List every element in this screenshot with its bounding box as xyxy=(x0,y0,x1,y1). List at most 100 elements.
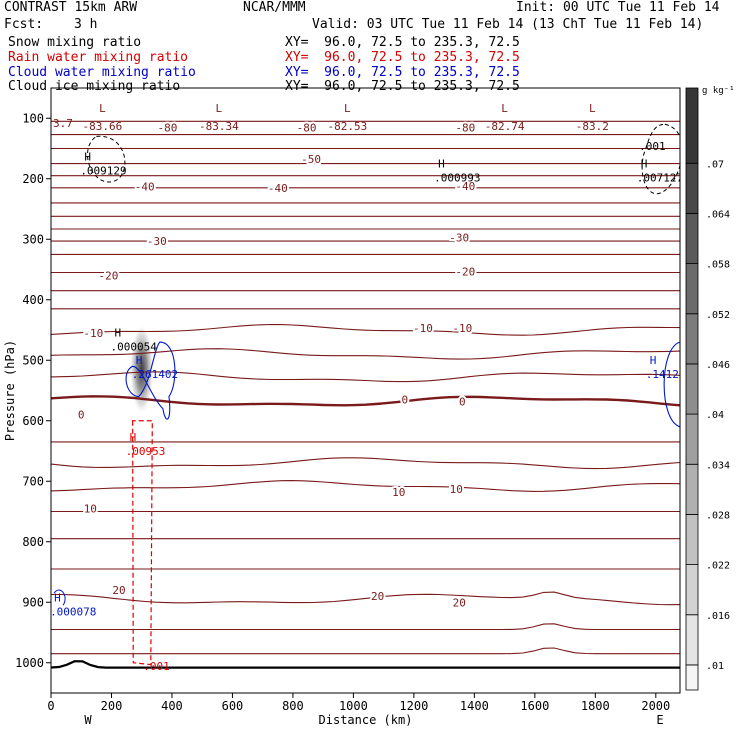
y-tick-label: 500 xyxy=(22,353,44,367)
isotherm-label: -80 xyxy=(157,121,177,134)
isotherm-label: -10 xyxy=(452,322,472,335)
isotherm-label: -40 xyxy=(135,181,155,194)
colorbar-segment xyxy=(685,413,699,465)
colorbar-tick-label: .016 xyxy=(706,611,730,622)
low-marker-value: -83.2 xyxy=(576,120,609,133)
field-snow-xy: XY= 96.0, 72.5 to 235.3, 72.5 xyxy=(285,35,520,50)
isotherm-label: 20 xyxy=(112,584,125,597)
cloud-water-contour xyxy=(125,341,176,420)
isotherm-zero-line xyxy=(51,395,680,407)
x-tick-label: 1000 xyxy=(339,699,368,713)
isotherm-line xyxy=(51,457,680,470)
isotherm-line xyxy=(51,647,680,655)
cloud-ice-contour xyxy=(641,123,680,195)
high-marker-symbol: H xyxy=(136,354,143,367)
high-marker-symbol: H xyxy=(130,431,137,444)
field-cloud-name: Cloud water mixing ratio xyxy=(8,65,196,80)
colorbar-tick-label: .064 xyxy=(706,209,730,220)
y-axis-label: Pressure (hPa) xyxy=(3,340,17,441)
isotherm-label: -30 xyxy=(147,235,167,248)
x-tick-label: 2000 xyxy=(641,699,670,713)
colorbar-tick-label: .01 xyxy=(706,661,724,672)
isotherm-label: 0 xyxy=(78,409,85,422)
low-marker-symbol: L xyxy=(501,102,508,115)
colorbar-tick-label: .046 xyxy=(706,360,730,371)
plot-frame xyxy=(50,87,681,694)
colorbar-tick-label: .028 xyxy=(706,510,730,521)
field-snow-name: Snow mixing ratio xyxy=(8,35,142,50)
isotherm-label: -80 xyxy=(455,121,475,134)
field-rain-name: Rain water mixing ratio xyxy=(8,50,189,65)
low-marker-value: -83.66 xyxy=(83,120,123,133)
x-tick-label: 200 xyxy=(101,699,123,713)
x-tick-label: 600 xyxy=(222,699,244,713)
valid-time: Valid: 03 UTC Tue 11 Feb 14 (13 ChT Tue … xyxy=(312,17,704,32)
edge-value-label: 3.7 xyxy=(53,117,73,130)
isotherm-label: 0 xyxy=(402,394,409,407)
y-tick-label: 700 xyxy=(22,474,44,488)
isotherm-label: -40 xyxy=(268,182,288,195)
high-marker-value: .00953 xyxy=(126,445,166,458)
forecast-hour: 3 h xyxy=(74,17,98,32)
cloud-water-contour xyxy=(663,341,680,428)
isotherm-label: 10 xyxy=(84,502,97,515)
isotherm-label: -10 xyxy=(83,327,103,340)
colorbar-segment xyxy=(685,313,699,365)
contour-value-label: .001 xyxy=(143,660,170,673)
y-tick-label: 800 xyxy=(22,535,44,549)
isotherm-label: -20 xyxy=(99,270,119,283)
isotherm-label: -20 xyxy=(455,265,475,278)
isotherm-label: -30 xyxy=(449,231,469,244)
high-marker-symbol: H xyxy=(641,158,648,171)
isotherm-line xyxy=(51,591,680,606)
colorbar-segment xyxy=(685,463,699,515)
high-marker-symbol: H xyxy=(84,150,91,163)
rain-mixing-ratio-contour xyxy=(132,420,153,666)
y-tick-label: 200 xyxy=(22,172,44,186)
colorbar-segment xyxy=(685,162,699,214)
x-tick-label: 1200 xyxy=(399,699,428,713)
colorbar-tick-label: .052 xyxy=(706,310,730,321)
isotherm-label: -80 xyxy=(297,121,317,134)
x-tick-label: 1600 xyxy=(520,699,549,713)
x-end-label-west: W xyxy=(84,713,92,727)
colorbar-segment xyxy=(685,614,699,666)
isotherm-label: 10 xyxy=(392,486,405,499)
colorbar-segment xyxy=(685,564,699,616)
high-marker-value: .000993 xyxy=(434,172,480,185)
forecast-label: Fcst: xyxy=(4,17,44,32)
isotherm-line xyxy=(51,323,680,336)
isotherm-line xyxy=(51,623,680,631)
y-tick-label: 1000 xyxy=(15,656,44,670)
colorbar-unit: g kg⁻¹ xyxy=(702,86,735,96)
field-ice-name: Cloud ice mixing ratio xyxy=(8,79,181,94)
cloud-ice-contour xyxy=(87,135,126,183)
high-marker-value: .1412 xyxy=(646,368,679,381)
colorbar-segment xyxy=(685,213,699,264)
high-marker-symbol: H xyxy=(115,326,122,339)
colorbar-tick-label: .022 xyxy=(706,561,730,572)
colorbar-tick-label: .04 xyxy=(706,410,724,421)
y-tick-label: 600 xyxy=(22,414,44,428)
high-marker-symbol: H xyxy=(438,158,445,171)
high-marker-value: .000054 xyxy=(111,340,158,353)
x-tick-label: 400 xyxy=(161,699,183,713)
colorbar-segment xyxy=(685,87,699,164)
isotherm-line xyxy=(51,371,680,383)
terrain-surface-line xyxy=(51,660,680,669)
colorbar-segment xyxy=(685,363,699,415)
x-tick-label: 1800 xyxy=(581,699,610,713)
init-time: Init: 00 UTC Tue 11 Feb 14 xyxy=(516,0,720,15)
x-tick-label: 800 xyxy=(282,699,304,713)
isotherm-label: -50 xyxy=(301,153,321,166)
snow-mixing-ratio-shading xyxy=(129,323,154,415)
field-cloud-xy: XY= 96.0, 72.5 to 235.3, 72.5 xyxy=(285,65,520,80)
x-tick-label: 1400 xyxy=(460,699,489,713)
y-tick-label: 400 xyxy=(22,293,44,307)
low-marker-value: -82.53 xyxy=(327,120,367,133)
colorbar-tick-label: .07 xyxy=(706,159,724,170)
isotherm-label: 20 xyxy=(371,590,384,603)
isotherm-label: 20 xyxy=(453,596,466,609)
high-marker-value: .009129 xyxy=(80,164,126,177)
